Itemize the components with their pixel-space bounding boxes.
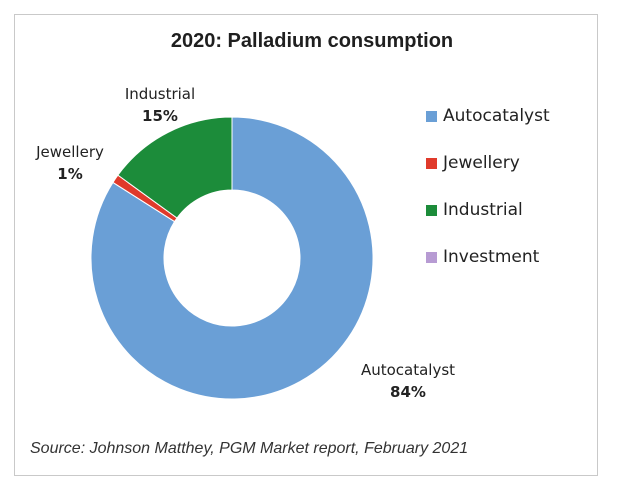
slice-industrial bbox=[117, 116, 233, 219]
slice-value-autocatalyst: 84% bbox=[390, 383, 426, 401]
legend-label-autocatalyst: Autocatalyst bbox=[443, 106, 550, 126]
legend-item-investment: Investment bbox=[426, 245, 550, 269]
legend-item-jewellery: Jewellery bbox=[426, 151, 550, 175]
legend-swatch-investment bbox=[426, 251, 437, 263]
legend-swatch-industrial bbox=[426, 204, 437, 216]
legend-item-industrial: Industrial bbox=[426, 198, 550, 222]
legend-swatch-jewellery bbox=[426, 157, 437, 169]
slice-autocatalyst bbox=[90, 116, 374, 400]
slice-label-industrial: Industrial bbox=[125, 85, 195, 103]
legend-label-jewellery: Jewellery bbox=[443, 153, 520, 173]
legend-label-industrial: Industrial bbox=[443, 200, 523, 220]
slice-label-jewellery: Jewellery bbox=[35, 143, 104, 161]
legend-item-autocatalyst: Autocatalyst bbox=[426, 104, 550, 128]
source-note: Source: Johnson Matthey, PGM Market repo… bbox=[30, 440, 469, 457]
legend-swatch-autocatalyst bbox=[426, 110, 437, 122]
slice-value-jewellery: 1% bbox=[57, 165, 82, 183]
chart-legend: Autocatalyst Jewellery Industrial Invest… bbox=[426, 104, 550, 292]
chart-title: 2020: Palladium consumption bbox=[170, 30, 454, 52]
slice-value-industrial: 15% bbox=[142, 107, 178, 125]
legend-label-investment: Investment bbox=[443, 247, 540, 267]
slice-label-autocatalyst: Autocatalyst bbox=[361, 361, 455, 379]
